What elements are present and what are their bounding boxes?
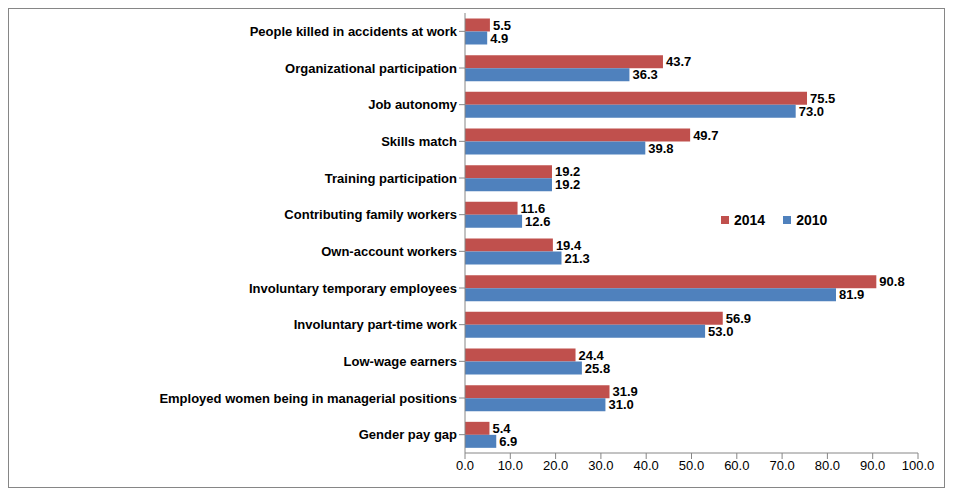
svg-text:73.0: 73.0 xyxy=(799,104,824,119)
svg-text:19.4: 19.4 xyxy=(555,237,582,253)
svg-text:53.0: 53.0 xyxy=(708,324,733,339)
svg-text:100.0: 100.0 xyxy=(902,458,935,473)
svg-text:90.8: 90.8 xyxy=(879,274,904,289)
svg-text:39.8: 39.8 xyxy=(648,141,673,156)
svg-text:Involuntary temporary employee: Involuntary temporary employees xyxy=(249,281,457,296)
svg-text:25.8: 25.8 xyxy=(585,361,610,376)
svg-text:Own-account workers: Own-account workers xyxy=(321,244,457,259)
svg-text:Employed women being in manage: Employed women being in managerial posit… xyxy=(159,391,457,406)
svg-text:Skills match: Skills match xyxy=(381,134,457,149)
svg-text:70.0: 70.0 xyxy=(769,458,794,473)
svg-text:19.2: 19.2 xyxy=(555,177,580,192)
svg-text:80.0: 80.0 xyxy=(815,458,840,473)
svg-text:Organizational participation: Organizational participation xyxy=(285,61,457,76)
svg-text:31.0: 31.0 xyxy=(608,397,633,412)
html-text:2014: 2014 xyxy=(734,212,766,228)
svg-text:30.0: 30.0 xyxy=(588,458,613,473)
svg-text:19.2: 19.2 xyxy=(555,164,581,180)
svg-text:75.5: 75.5 xyxy=(810,90,836,106)
svg-text:50.0: 50.0 xyxy=(679,458,704,473)
svg-text:Involuntary part-time work: Involuntary part-time work xyxy=(294,317,458,332)
svg-text:81.9: 81.9 xyxy=(839,287,864,302)
svg-text:12.6: 12.6 xyxy=(525,214,550,229)
svg-text:56.9: 56.9 xyxy=(725,310,752,326)
svg-text:4.9: 4.9 xyxy=(490,31,508,46)
svg-text:36.3: 36.3 xyxy=(632,67,657,82)
svg-text:43.7: 43.7 xyxy=(666,54,691,69)
svg-text:0.0: 0.0 xyxy=(456,458,474,473)
svg-text:60.0: 60.0 xyxy=(724,458,749,473)
svg-text:5.4: 5.4 xyxy=(492,420,511,436)
svg-text:40.0: 40.0 xyxy=(634,458,659,473)
svg-text:Gender pay gap: Gender pay gap xyxy=(359,427,457,442)
svg-text:Contributing family workers: Contributing family workers xyxy=(284,207,457,222)
svg-text:24.4: 24.4 xyxy=(578,347,604,363)
svg-text:Job autonomy: Job autonomy xyxy=(368,97,458,112)
svg-text:11.6: 11.6 xyxy=(520,200,546,216)
html-text:2010: 2010 xyxy=(796,212,828,228)
svg-text:5.5: 5.5 xyxy=(492,17,511,33)
svg-text:20.0: 20.0 xyxy=(543,458,568,473)
svg-text:90.0: 90.0 xyxy=(860,458,885,473)
svg-text:Training participation: Training participation xyxy=(325,171,457,186)
svg-text:People killed in accidents at: People killed in accidents at work xyxy=(250,24,458,39)
svg-text:10.0: 10.0 xyxy=(498,458,523,473)
svg-text:Low-wage earners: Low-wage earners xyxy=(344,354,457,369)
svg-text:21.3: 21.3 xyxy=(564,251,589,266)
svg-text:6.9: 6.9 xyxy=(499,434,517,449)
svg-text:31.9: 31.9 xyxy=(612,384,638,400)
svg-text:49.7: 49.7 xyxy=(693,128,718,143)
